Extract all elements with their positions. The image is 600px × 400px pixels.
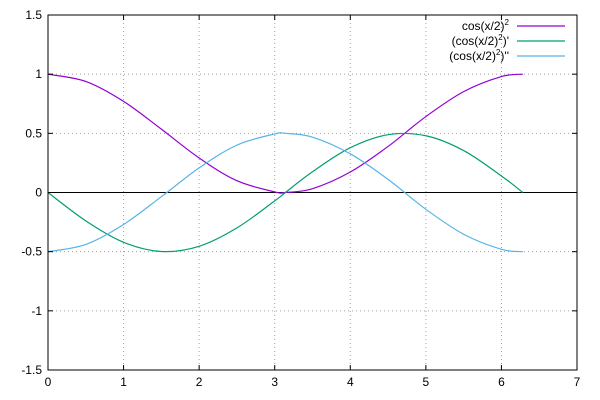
legend-label-superscript: 2 [498,33,503,42]
series-line-2 [47,132,524,253]
legend-label-superscript: 2 [505,18,510,27]
x-tick-label: 2 [196,375,203,389]
legend-label-suffix: )' [503,34,509,48]
tick-layer: 0 1 2 3 4 5 6 7 -1.5 -1 -0.5 0 0.5 1 1.5 [21,8,580,389]
x-tick-label: 1 [120,375,127,389]
legend: cos(x/2)2(cos(x/2)2)'(cos(x/2)2)'' [449,18,565,63]
legend-label-base: cos(x/2) [462,19,505,33]
x-tick-label: 3 [271,375,278,389]
legend-entry-3: (cos(x/2)2)'' [449,48,565,63]
legend-label: (cos(x/2)2)'' [449,48,509,63]
y-tick-label: 1.5 [25,8,42,22]
grid-layer [48,15,577,370]
legend-entry-2: (cos(x/2)2)' [452,33,565,48]
y-tick-label: -1 [31,304,42,318]
y-tick-label: 1 [35,67,42,81]
x-tick-label: 5 [423,375,430,389]
series-line-3 [47,132,523,253]
y-tick-label: 0 [35,186,42,200]
y-tick-label: -1.5 [21,363,42,377]
legend-label: (cos(x/2)2)' [452,33,509,48]
y-tick-label: 0.5 [25,126,42,140]
x-tick-label: 6 [498,375,505,389]
series-layer [47,73,524,253]
legend-label-suffix: )'' [500,49,509,63]
x-tick-label: 7 [574,375,581,389]
legend-entry-1: cos(x/2)2 [462,18,565,33]
legend-label-superscript: 2 [496,48,501,57]
legend-label: cos(x/2)2 [462,18,510,33]
y-tick-label: -0.5 [21,245,42,259]
x-tick-label: 0 [45,375,52,389]
x-tick-label: 4 [347,375,354,389]
legend-label-base: (cos(x/2) [449,49,496,63]
legend-label-base: (cos(x/2) [452,34,499,48]
